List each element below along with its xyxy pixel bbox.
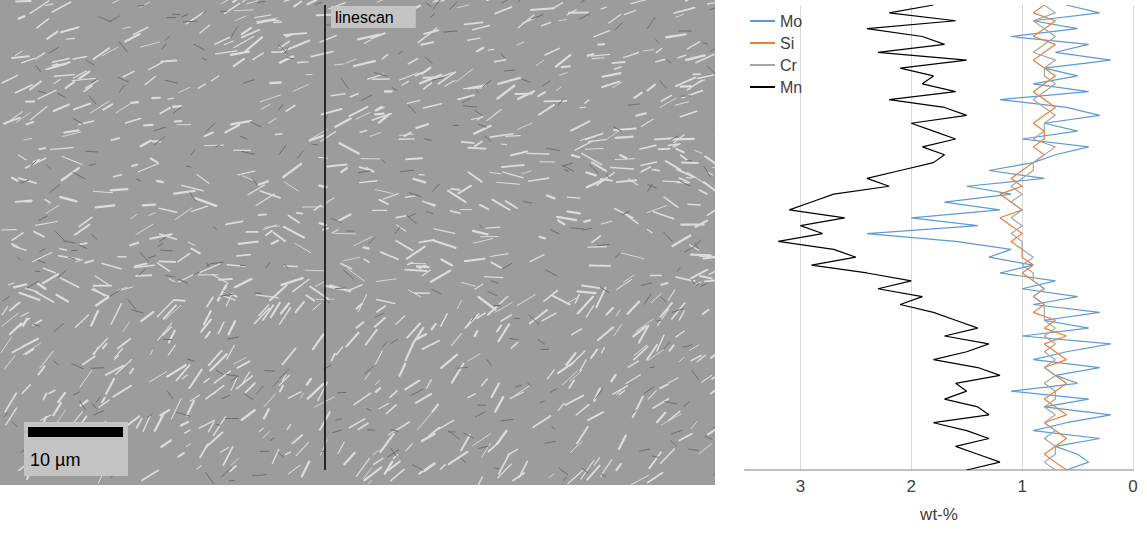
svg-text:3: 3 (796, 477, 805, 496)
svg-text:2: 2 (907, 477, 916, 496)
svg-text:Cr: Cr (780, 57, 798, 74)
svg-text:0: 0 (1128, 477, 1137, 496)
svg-text:Mo: Mo (780, 13, 802, 30)
svg-text:wt-%: wt-% (919, 505, 958, 524)
svg-text:Si: Si (780, 35, 794, 52)
svg-text:linescan: linescan (335, 9, 394, 26)
svg-text:10 µm: 10 µm (30, 450, 80, 470)
svg-text:Mn: Mn (780, 79, 802, 96)
svg-text:1: 1 (1017, 477, 1026, 496)
